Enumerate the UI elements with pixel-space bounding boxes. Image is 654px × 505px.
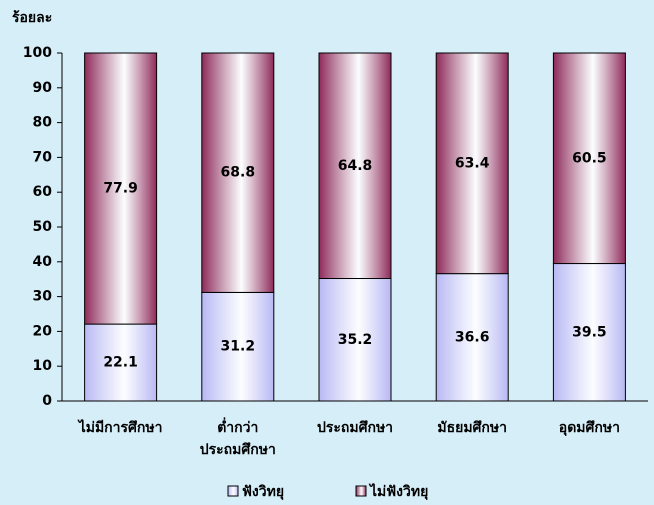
y-axis-label: ร้อยละ bbox=[12, 10, 52, 26]
data-label: 68.8 bbox=[221, 165, 256, 181]
legend-label: ฟังวิทยุ bbox=[242, 484, 284, 500]
bar-segment bbox=[318, 278, 392, 402]
x-tick-label: อุดมศึกษา bbox=[558, 420, 620, 436]
y-tick-label: 60 bbox=[33, 184, 53, 200]
y-tick-label: 10 bbox=[33, 358, 53, 374]
bar-segment bbox=[435, 52, 509, 275]
data-label: 39.5 bbox=[572, 324, 607, 340]
bar-segment bbox=[84, 52, 158, 325]
y-tick-label: 20 bbox=[33, 323, 53, 339]
bar-segment bbox=[84, 323, 158, 402]
bar-segment bbox=[552, 52, 626, 265]
y-tick-label: 30 bbox=[33, 289, 53, 305]
y-tick-label: 90 bbox=[33, 80, 53, 96]
y-tick-label: 50 bbox=[33, 219, 53, 235]
y-tick-label: 100 bbox=[23, 45, 52, 61]
bar-segment bbox=[435, 273, 509, 402]
data-label: 31.2 bbox=[221, 339, 256, 355]
y-tick-label: 0 bbox=[42, 393, 52, 409]
legend-label: ไม่ฟังวิทยุ bbox=[368, 482, 428, 500]
data-label: 35.2 bbox=[338, 332, 373, 348]
data-label: 22.1 bbox=[103, 355, 138, 371]
x-tick-label: ประถมศึกษา bbox=[316, 420, 394, 436]
data-label: 77.9 bbox=[103, 181, 138, 197]
legend-swatch bbox=[355, 485, 367, 497]
x-tick-label: ไม่มีการศึกษา bbox=[78, 420, 163, 436]
x-tick-label: ต่ำกว่า ประถมศึกษา bbox=[199, 420, 276, 458]
bar-segment bbox=[201, 291, 275, 402]
data-label: 36.6 bbox=[455, 329, 490, 345]
x-tick-label: มัธยมศึกษา bbox=[437, 420, 508, 436]
data-label: 60.5 bbox=[572, 150, 607, 166]
legend-swatch bbox=[227, 485, 239, 497]
y-tick-label: 40 bbox=[33, 254, 53, 270]
y-tick-label: 70 bbox=[33, 149, 53, 165]
data-label: 64.8 bbox=[338, 158, 373, 174]
bar-segment bbox=[201, 52, 275, 293]
bar-segment bbox=[318, 52, 392, 280]
y-tick-label: 80 bbox=[33, 115, 53, 131]
data-label: 63.4 bbox=[455, 155, 490, 171]
